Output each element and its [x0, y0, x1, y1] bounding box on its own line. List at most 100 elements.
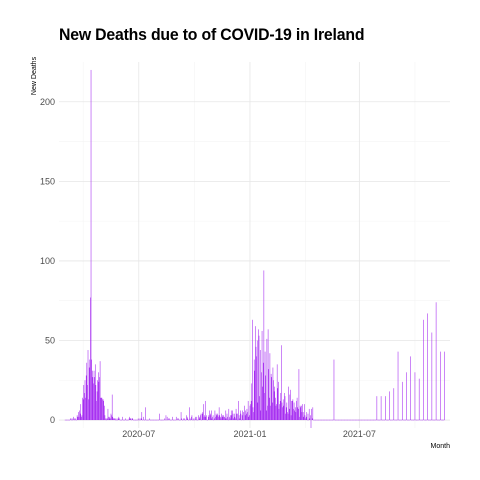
bar: [215, 416, 216, 421]
bar: [295, 407, 296, 421]
bar: [264, 392, 265, 421]
bar: [441, 419, 443, 421]
bar: [419, 419, 421, 421]
bar: [222, 415, 224, 421]
bar: [336, 419, 337, 421]
x-tick-labels: 2020-07 2021-01 2021-07: [122, 429, 376, 439]
bar: [198, 416, 200, 421]
bar: [352, 419, 353, 421]
bar: [299, 416, 300, 421]
bar: [136, 419, 137, 421]
bar: [177, 418, 178, 421]
bar: [343, 419, 345, 421]
bar: [244, 415, 246, 421]
bar: [271, 377, 272, 421]
bar: [225, 410, 227, 421]
bar: [130, 418, 132, 421]
bar: [112, 416, 114, 421]
bar: [252, 407, 254, 421]
bar: [193, 419, 195, 421]
bar: [83, 385, 85, 421]
bar: [144, 419, 146, 421]
bar: [341, 419, 343, 421]
bar: [421, 419, 422, 421]
bar: [251, 383, 253, 421]
bar: [304, 415, 306, 421]
bar: [361, 419, 363, 421]
bar: [380, 419, 381, 421]
bar: [327, 419, 329, 421]
bar: [360, 419, 361, 421]
bar: [169, 418, 170, 421]
bar: [409, 419, 410, 421]
bar: [171, 419, 172, 421]
bar: [125, 418, 126, 421]
bar: [243, 419, 245, 421]
bar: [418, 419, 419, 421]
bar: [123, 419, 124, 421]
bar: [397, 351, 399, 421]
bar: [444, 351, 445, 421]
bar: [106, 418, 108, 421]
bar: [408, 419, 409, 421]
bar: [344, 419, 346, 421]
bar: [117, 418, 119, 421]
bar: [346, 419, 348, 421]
bar: [88, 399, 89, 421]
bar: [73, 419, 75, 421]
bar: [214, 418, 215, 421]
bar: [68, 419, 69, 421]
bar: [180, 412, 182, 421]
bar: [140, 418, 142, 421]
bar: [218, 416, 219, 421]
bar: [334, 419, 335, 421]
x-tick-label: 2020-07: [122, 429, 155, 439]
bar: [217, 415, 219, 421]
bar: [405, 419, 406, 421]
bar: [146, 419, 148, 421]
bar: [163, 419, 164, 421]
bar: [224, 418, 226, 421]
bar: [425, 419, 427, 421]
bar: [299, 405, 301, 421]
bar: [386, 419, 388, 421]
bar: [188, 419, 190, 421]
bar: [114, 418, 116, 421]
bar: [186, 415, 187, 421]
bar: [174, 419, 175, 421]
bar: [293, 402, 295, 421]
bar: [289, 394, 291, 421]
bar: [310, 420, 312, 428]
bar: [272, 367, 274, 421]
bar: [249, 405, 251, 421]
bar: [324, 419, 326, 421]
bar: [237, 419, 239, 421]
bar: [426, 419, 427, 421]
bar: [142, 419, 144, 421]
bar: [293, 408, 294, 421]
bar: [246, 413, 247, 421]
bar: [360, 419, 362, 421]
bar: [406, 372, 407, 421]
bar: [265, 375, 266, 421]
bar: [353, 419, 355, 421]
bar: [387, 419, 389, 421]
bar: [389, 391, 390, 421]
bar: [253, 359, 255, 421]
bar: [219, 415, 221, 421]
bar: [254, 370, 256, 421]
bar: [301, 412, 303, 421]
bar: [398, 419, 400, 421]
bar: [132, 418, 133, 421]
x-tick-label: 2021-07: [343, 429, 376, 439]
bar: [422, 419, 424, 421]
bar: [417, 419, 418, 421]
bar: [247, 400, 249, 421]
bar: [296, 400, 297, 421]
bar: [201, 413, 203, 421]
bar: [421, 419, 423, 421]
bar: [278, 408, 280, 421]
bar: [100, 397, 101, 421]
bar: [184, 418, 185, 421]
bar: [187, 418, 188, 421]
